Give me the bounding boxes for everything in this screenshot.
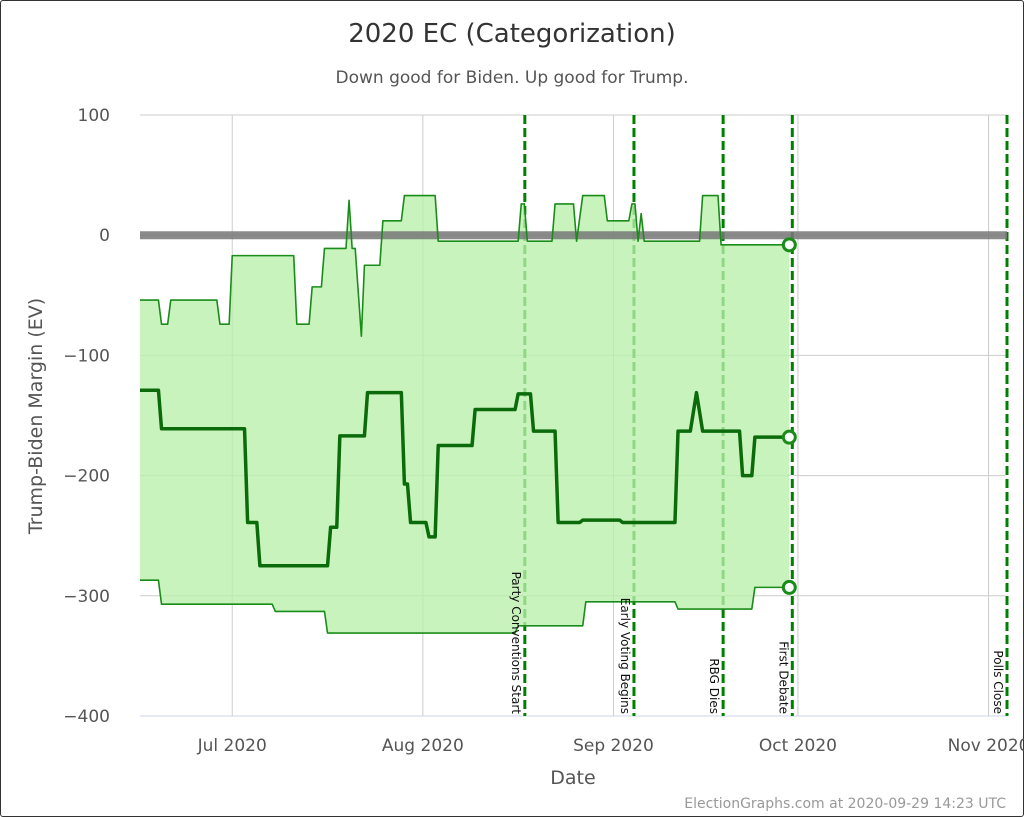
y-tick-label: 0 <box>99 226 110 246</box>
y-tick-label: −100 <box>63 346 110 366</box>
y-axis-title: Trump-Biden Margin (EV) <box>25 298 47 535</box>
event-label: Party Conventions Start <box>509 572 523 715</box>
event-label: RBG Dies <box>707 658 721 714</box>
x-tick-label: Oct 2020 <box>759 736 837 756</box>
event-label: First Debate <box>776 641 790 714</box>
upper-endpoint-marker <box>781 237 797 253</box>
credit-text: ElectionGraphs.com at 2020-09-29 14:23 U… <box>684 796 1006 812</box>
y-tick-label: −300 <box>63 587 110 607</box>
upper-bound-line <box>140 194 790 337</box>
y-tick-label: −400 <box>63 707 110 727</box>
x-tick-label: Nov 2020 <box>948 736 1024 756</box>
center-line <box>140 388 790 568</box>
lower-endpoint-marker <box>781 579 797 595</box>
x-tick-label: Aug 2020 <box>382 736 464 756</box>
chart-subtitle: Down good for Biden. Up good for Trump. <box>336 68 689 88</box>
x-tick-label: Jul 2020 <box>197 736 267 756</box>
x-axis-title: Date <box>550 767 595 789</box>
lower-bound-line <box>140 579 790 634</box>
chart-title: 2020 EC (Categorization) <box>348 19 676 49</box>
plot-area: 100 0 −100 −200 −300 −400 Jul 2020 Aug 2020 Sep … <box>63 106 1024 756</box>
center-endpoint-marker <box>781 429 797 445</box>
event-label: Polls Close <box>991 650 1005 714</box>
y-tick-label: 100 <box>78 106 110 126</box>
event-label: Early Voting Begins <box>618 598 632 714</box>
x-tick-label: Sep 2020 <box>573 736 654 756</box>
y-tick-label: −200 <box>63 467 110 487</box>
